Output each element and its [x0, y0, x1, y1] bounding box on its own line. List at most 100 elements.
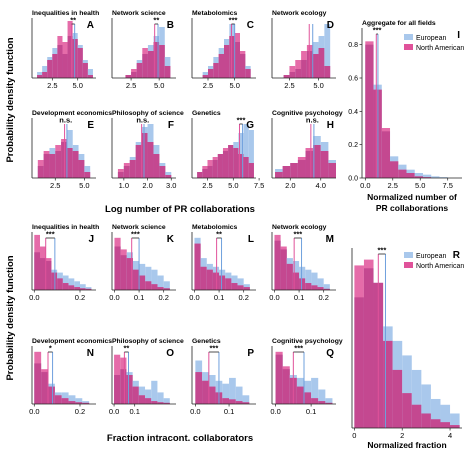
- bar-overlap: [213, 63, 219, 78]
- y-tick-label: 0.4: [348, 109, 358, 116]
- bar-overlap: [165, 175, 172, 178]
- ylabel-bottom: Probability density function: [5, 255, 16, 380]
- bar-overlap: [292, 272, 300, 290]
- bar-overlap: [421, 413, 431, 428]
- bar-overlap: [202, 380, 209, 404]
- bar-european: [431, 176, 440, 178]
- bar-european: [222, 383, 230, 404]
- bar-european: [411, 369, 422, 428]
- bar-overlap: [157, 402, 164, 404]
- bar-overlap: [43, 154, 50, 178]
- bar-overlap: [383, 340, 393, 428]
- y-tick-label: 0.8: [348, 42, 358, 49]
- bar-overlap: [138, 395, 146, 404]
- bar-european: [75, 398, 83, 404]
- bar-overlap: [200, 266, 207, 290]
- bar-overlap: [219, 275, 226, 290]
- bar-overlap: [120, 255, 127, 290]
- bar-overlap: [229, 36, 235, 78]
- significance-label: **: [70, 16, 76, 25]
- bar-overlap: [206, 269, 213, 290]
- bar-european: [235, 386, 243, 404]
- bar-overlap: [48, 386, 55, 404]
- bar-european: [311, 272, 318, 290]
- panel-letter: G: [246, 120, 254, 131]
- panel-title: Philosophy of science: [112, 338, 184, 345]
- bar-overlap: [222, 151, 229, 178]
- panels-group: ** 2.5 5.0 Inequalities in health A ** 2.5 5.0 N…: [29, 10, 464, 450]
- significance-label: n.s.: [306, 116, 319, 125]
- x-tick-label: 4: [448, 431, 452, 440]
- bar-overlap: [136, 63, 143, 78]
- bar-overlap: [57, 45, 63, 78]
- bar-european: [421, 384, 431, 428]
- panel-letter: L: [248, 234, 254, 245]
- bar-overlap: [306, 51, 313, 78]
- bar-overlap: [222, 398, 230, 404]
- bar-overlap: [163, 288, 170, 290]
- x-tick-label: 2.5: [388, 181, 398, 190]
- bar-overlap: [208, 386, 216, 404]
- x-tick-label: 0.0: [109, 293, 119, 302]
- bar-european: [440, 404, 451, 428]
- bar-overlap: [34, 363, 42, 404]
- bar-european: [325, 398, 333, 404]
- x-tick-label: 0.0: [29, 293, 39, 302]
- panel-letter: O: [166, 348, 174, 359]
- bar-overlap: [197, 172, 203, 178]
- panel-letter: E: [87, 120, 94, 131]
- x-tick-label: 7.5: [254, 181, 264, 190]
- x-tick-label: 7.5: [442, 181, 452, 190]
- bar-european: [157, 392, 164, 404]
- bar-overlap: [55, 151, 62, 178]
- bar-european: [68, 278, 75, 290]
- x-tick-label: 0.0: [189, 293, 199, 302]
- bar-overlap: [82, 402, 90, 404]
- bar-overlap: [135, 145, 142, 178]
- bar-overlap: [217, 154, 223, 178]
- bar-overlap: [430, 419, 441, 428]
- legend-label-north-american: North American: [416, 263, 464, 270]
- significance-label: ***: [293, 230, 302, 239]
- bar-european: [422, 174, 432, 178]
- panel-n: * 0.0 0.2 Development economics N: [29, 338, 112, 416]
- legend-swatch-north-american: [404, 44, 413, 50]
- bar-overlap: [126, 375, 133, 404]
- bar-overlap: [406, 173, 415, 178]
- x-tick-label: 0.1: [224, 407, 234, 416]
- panel-title: Inequalities in health: [32, 10, 99, 17]
- bar-overlap: [80, 288, 86, 290]
- bar-overlap: [37, 75, 43, 78]
- bar-overlap: [283, 75, 290, 78]
- panel-letter: N: [87, 348, 94, 359]
- panel-title: Network science: [112, 10, 166, 17]
- panel-title: Network ecology: [272, 224, 327, 231]
- bar-overlap: [324, 66, 331, 78]
- bar-overlap: [317, 287, 324, 290]
- bar-overlap: [234, 42, 240, 78]
- bar-overlap: [323, 288, 330, 290]
- bar-european: [231, 275, 238, 290]
- bar-overlap: [275, 354, 283, 404]
- x-tick-label: 0.1: [134, 293, 144, 302]
- panel-letter: P: [247, 348, 254, 359]
- panel-letter: I: [457, 30, 460, 41]
- bar-overlap: [275, 172, 283, 178]
- bar-overlap: [286, 263, 293, 290]
- bar-overlap: [392, 369, 403, 428]
- bar-overlap: [299, 278, 306, 290]
- bar-overlap: [325, 402, 333, 404]
- bar-overlap: [37, 166, 44, 178]
- bar-overlap: [145, 398, 152, 404]
- bar-overlap: [151, 401, 158, 404]
- panel-o: ** 0.0 0.1 Philosophy of science O: [109, 338, 184, 416]
- panel-m: *** 0.0 0.1 0.2 Network ecology M: [269, 224, 336, 302]
- bar-overlap: [228, 145, 234, 178]
- bar-overlap: [282, 166, 291, 178]
- significance-label: ***: [294, 344, 303, 353]
- significance-label: ***: [237, 116, 246, 125]
- bar-european: [243, 124, 249, 178]
- panel-letter: D: [327, 20, 334, 31]
